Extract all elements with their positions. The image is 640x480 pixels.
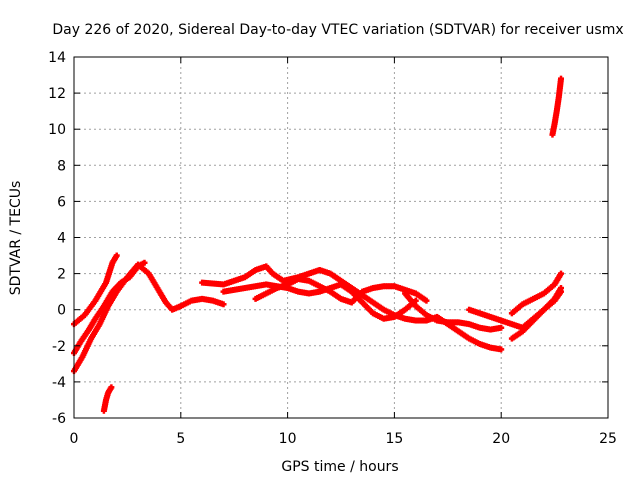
axis-ticks: 0 5 10 15 20 25 -6 -4 -2 0 2 4 6 8 10 12 14 [48,50,617,447]
series-track-l [549,75,565,138]
series-track-g [252,276,430,306]
x-tick-label: 15 [385,431,403,447]
series-track-c [71,261,227,375]
y-tick-label: 12 [48,86,66,102]
y-tick-label: -2 [52,339,66,355]
series-track-h [402,290,505,333]
series-track-j [508,285,565,342]
series-track-d [100,384,115,414]
y-tick-label: 8 [57,158,66,174]
y-tick-label: 0 [57,303,66,319]
series-track-e [199,263,505,353]
y-tick-label: 14 [48,50,66,66]
y-tick-label: 6 [57,194,66,210]
data-marks [71,75,565,414]
x-tick-label: 25 [599,431,617,447]
y-tick-label: -6 [52,411,66,427]
chart-title: Day 226 of 2020, Sidereal Day-to-day VTE… [52,22,623,38]
x-tick-label: 0 [70,431,79,447]
series-track-f [220,281,419,322]
series-track-k [508,270,565,317]
x-tick-label: 20 [492,431,510,447]
grid-layer [74,57,608,418]
x-tick-label: 10 [279,431,297,447]
y-tick-label: -4 [52,375,66,391]
y-tick-label: 10 [48,122,66,138]
y-tick-label: 2 [57,267,66,283]
y-axis-label: SDTVAR / TECUs [8,181,24,296]
x-axis-label: GPS time / hours [281,459,398,475]
y-tick-label: 4 [57,231,66,247]
x-tick-label: 5 [176,431,185,447]
